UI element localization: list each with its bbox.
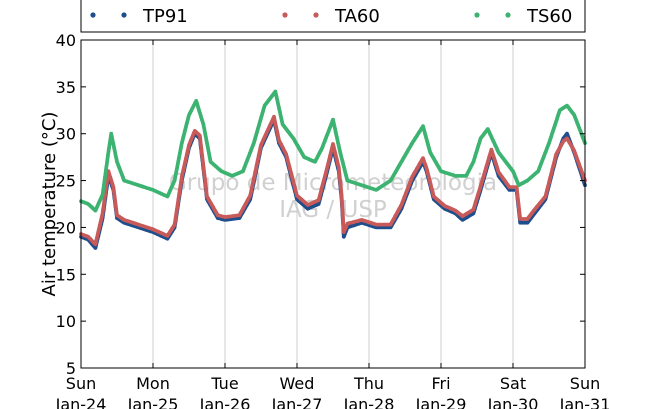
series-ts60 xyxy=(79,89,587,213)
legend-marker xyxy=(90,12,96,18)
y-tick-label: 40 xyxy=(56,31,76,50)
x-tick-label-date: Jan-31 xyxy=(559,395,611,409)
x-tick-label-day: Tue xyxy=(210,374,238,393)
y-tick-label: 5 xyxy=(66,359,76,378)
y-tick-label: 35 xyxy=(56,78,76,97)
watermark-line: Grupo de Micrometeorologia xyxy=(169,170,497,196)
legend-marker xyxy=(313,12,319,18)
x-tick-label-day: Fri xyxy=(431,374,450,393)
x-tick-label-date: Jan-29 xyxy=(415,395,467,409)
x-tick-label-day: Thu xyxy=(353,374,384,393)
legend-label-ts60: TS60 xyxy=(526,6,572,27)
x-tick-label-day: Mon xyxy=(136,374,170,393)
legend-label-ta60: TA60 xyxy=(334,6,380,27)
legend-marker xyxy=(282,12,288,18)
legend-label-tp91: TP91 xyxy=(142,6,188,27)
x-axis: Sun Jan-24 Mon Jan-25 Tue Jan-26 Wed Jan-27 Thu J… xyxy=(55,40,611,409)
legend-box xyxy=(80,0,586,33)
y-axis-label: Air temperature (°C) xyxy=(39,112,60,297)
x-tick-label-date: Jan-28 xyxy=(343,395,395,409)
y-tick-label: 25 xyxy=(56,172,76,191)
series-layer xyxy=(79,89,587,250)
x-tick-label-date: Jan-26 xyxy=(199,395,251,409)
y-tick-label: 10 xyxy=(56,312,76,331)
x-tick-label-date: Jan-24 xyxy=(55,395,107,409)
legend-marker xyxy=(121,12,127,18)
legend-marker xyxy=(474,12,480,18)
plot-area xyxy=(81,40,585,368)
legend: TP91 TA60 TS60 xyxy=(90,6,572,27)
y-tick-label: 20 xyxy=(56,218,76,237)
x-tick-label-day: Sun xyxy=(570,374,600,393)
y-tick-label: 15 xyxy=(56,265,76,284)
y-axis: 5 10 15 20 25 30 35 40 xyxy=(56,31,585,378)
x-tick-label-day: Wed xyxy=(280,374,315,393)
plot-frame xyxy=(80,39,586,369)
x-tick-label-day: Sat xyxy=(500,374,526,393)
x-tick-label-day: Sun xyxy=(66,374,96,393)
watermark-line: IAG / USP xyxy=(279,197,387,223)
x-tick-label-date: Jan-25 xyxy=(127,395,179,409)
legend-marker xyxy=(505,12,511,18)
x-tick-label-date: Jan-30 xyxy=(487,395,539,409)
x-tick-label-date: Jan-27 xyxy=(271,395,323,409)
y-tick-label: 30 xyxy=(56,125,76,144)
series-ta60 xyxy=(79,114,587,247)
